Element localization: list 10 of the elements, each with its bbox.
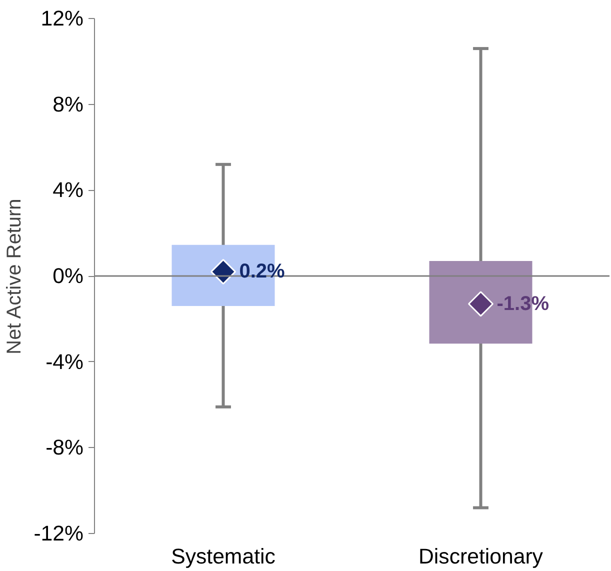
x-tick-label: Systematic xyxy=(171,544,276,568)
y-tick-label: -8% xyxy=(46,436,84,460)
y-tick-label: 12% xyxy=(40,6,84,30)
y-tick-label: 4% xyxy=(52,178,84,202)
y-tick-label: 8% xyxy=(52,92,84,116)
y-tick-label: -12% xyxy=(34,522,84,546)
y-tick-label: -4% xyxy=(46,350,84,374)
y-axis-title: Net Active Return xyxy=(4,198,26,354)
y-tick-label: 0% xyxy=(52,264,84,288)
x-tick-label: Discretionary xyxy=(418,544,544,568)
